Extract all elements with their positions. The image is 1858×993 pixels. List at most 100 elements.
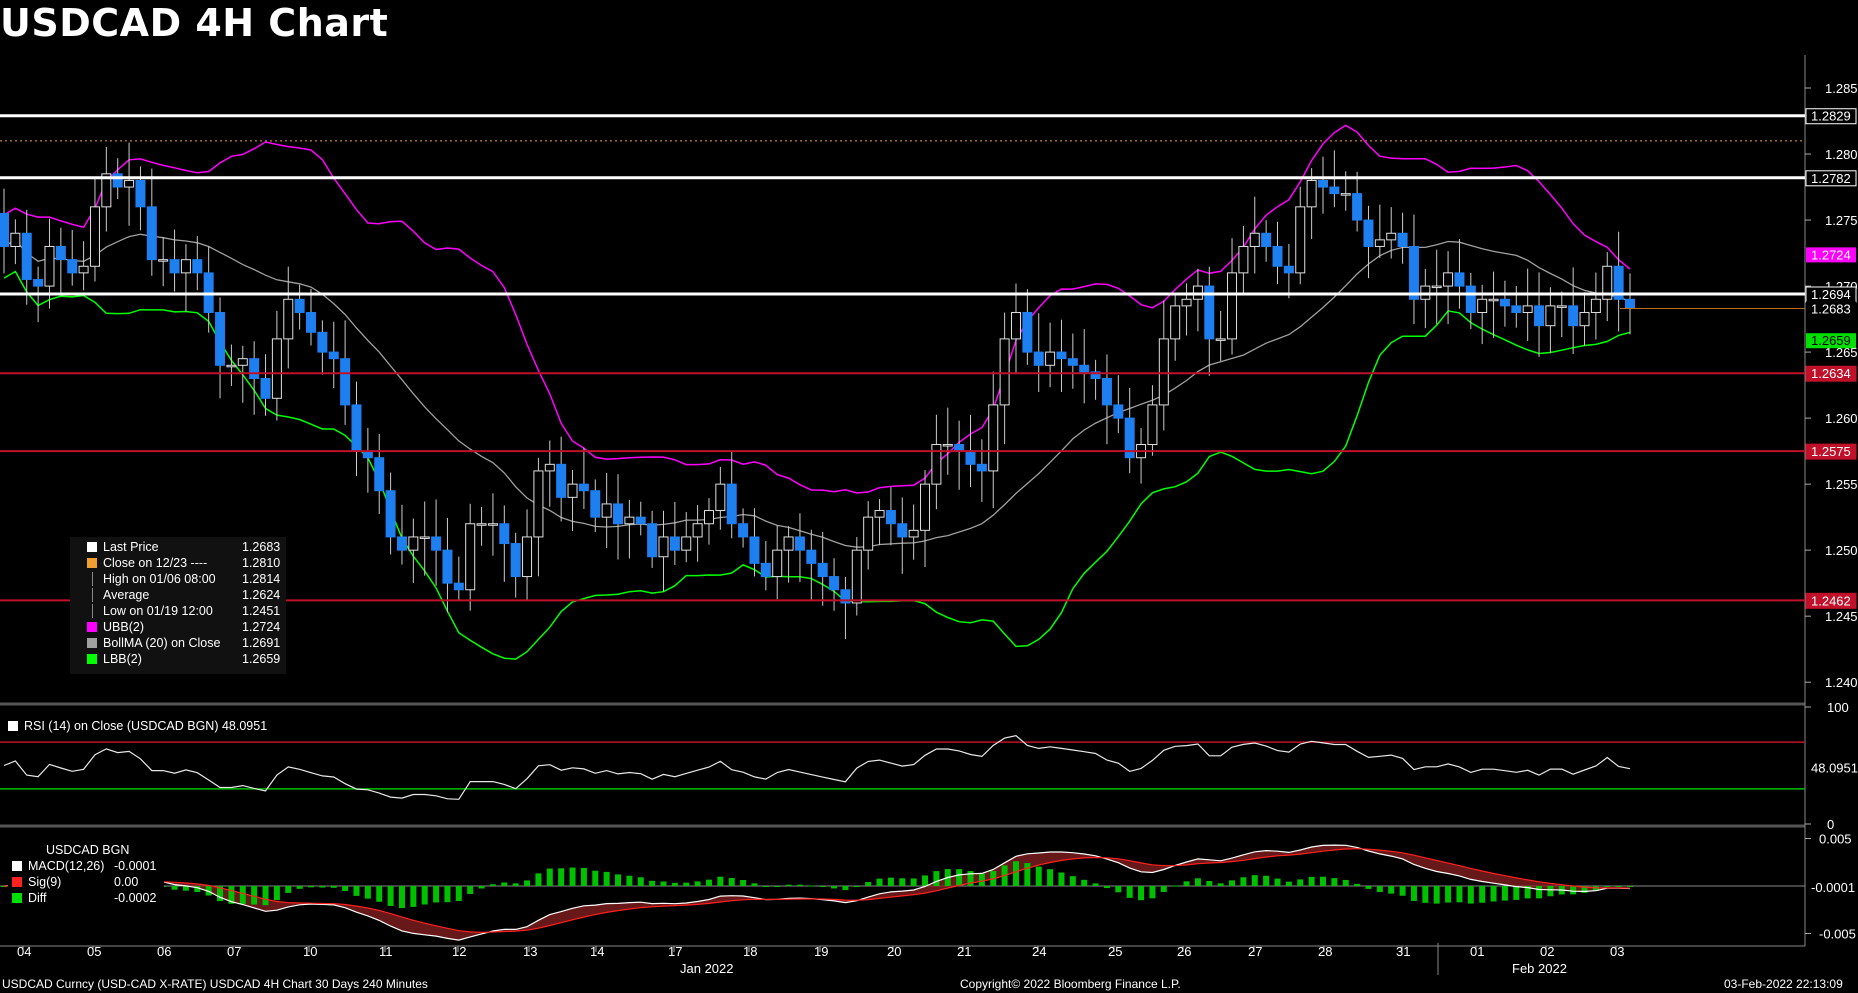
- macd-line: [3, 844, 1631, 941]
- candle-body: [1101, 378, 1112, 406]
- x-tick-label: 01: [1470, 944, 1484, 959]
- candle-body: [67, 259, 78, 274]
- macd-legend-item: Sig(9) 0.00: [8, 874, 164, 890]
- macd-histogram-bar: [1081, 879, 1088, 886]
- candle-body: [408, 536, 419, 551]
- candle-body: [738, 523, 749, 538]
- macd-histogram-bar: [524, 880, 531, 886]
- candle-body: [271, 338, 282, 399]
- candle-body: [249, 358, 260, 379]
- macd-histogram-bar: [887, 877, 894, 886]
- macd-histogram-bar: [705, 879, 712, 886]
- macd-histogram-bar: [455, 886, 462, 902]
- candle-body: [317, 331, 328, 353]
- candle-body: [1306, 179, 1317, 208]
- macd-histogram-bar: [1183, 881, 1190, 886]
- candle-body: [1170, 305, 1181, 340]
- macd-histogram-bar: [1172, 885, 1179, 887]
- candle-body: [374, 457, 385, 492]
- legend-value: 1.2810: [242, 556, 281, 570]
- macd-histogram-bar: [1354, 883, 1361, 886]
- macd-histogram-bar: [1615, 886, 1622, 887]
- macd-histogram-bar: [819, 886, 826, 887]
- macd-y-tick-label: 0.005: [1819, 832, 1852, 847]
- legend-label: Average: [103, 588, 150, 602]
- legend-item: LBB(2) 1.2659: [70, 651, 286, 667]
- legend-item: Close on 12/23 ---- 1.2810: [70, 555, 286, 571]
- macd-histogram-bar: [558, 868, 565, 886]
- candle-body: [1363, 219, 1374, 247]
- macd-histogram-bar: [1479, 886, 1486, 903]
- level-label: 1.2694: [1811, 287, 1851, 302]
- macd-histogram-bar: [262, 886, 269, 906]
- x-tick-label: 13: [523, 944, 537, 959]
- candle-body: [1625, 298, 1635, 310]
- macd-histogram-bar: [228, 886, 235, 904]
- y-tick-label: 1.2500: [1825, 543, 1858, 558]
- candle-body: [1579, 311, 1590, 327]
- candle-body: [510, 543, 521, 578]
- candle-body: [1033, 351, 1044, 366]
- candle-body: [385, 490, 396, 538]
- macd-histogram-bar: [1433, 886, 1440, 904]
- candle-body: [647, 523, 658, 558]
- macd-histogram-bar: [853, 886, 860, 887]
- candle-body: [146, 206, 157, 261]
- macd-histogram-bar: [1513, 886, 1520, 900]
- macd-histogram-bar: [1251, 875, 1258, 886]
- y-tick-label: 1.2450: [1825, 609, 1858, 624]
- macd-histogram-bar: [1263, 875, 1270, 886]
- candle-body: [396, 536, 407, 551]
- candle-body: [1022, 311, 1033, 353]
- upper-bollinger-band: [3, 124, 1631, 494]
- x-tick-label: 07: [227, 944, 241, 959]
- candle-body: [703, 510, 714, 525]
- candle-body: [476, 523, 487, 526]
- macd-histogram-bar: [1524, 886, 1531, 899]
- x-tick-label: 19: [814, 944, 828, 959]
- macd-histogram-bar: [1194, 878, 1201, 886]
- candle-body: [874, 510, 885, 518]
- macd-histogram-bar: [978, 873, 985, 886]
- candle-body: [1488, 298, 1499, 302]
- candle-body: [1477, 298, 1488, 313]
- level-label-box: [1805, 365, 1857, 382]
- candle-body: [1261, 232, 1272, 247]
- last-price-label: 1.2683: [1811, 302, 1851, 317]
- candle-body: [1227, 272, 1238, 340]
- macd-histogram-bar: [1467, 886, 1474, 904]
- macd-legend-item: Diff -0.0002: [8, 890, 164, 906]
- candle-body: [794, 536, 805, 551]
- macd-histogram-bar: [1024, 863, 1031, 886]
- macd-histogram-bar: [899, 878, 906, 886]
- candle-body: [1317, 179, 1328, 188]
- legend-label: LBB(2): [103, 652, 142, 666]
- legend-item: BollMA (20) on Close 1.2691: [70, 635, 286, 651]
- candle-body: [442, 549, 453, 584]
- macd-histogram-bar: [410, 886, 417, 907]
- candle-body: [1534, 305, 1545, 327]
- macd-histogram-bar: [842, 886, 849, 891]
- x-tick-label: 20: [887, 944, 901, 959]
- level-label: 1.2462: [1811, 593, 1851, 608]
- candle-body: [544, 463, 555, 472]
- candle-body: [851, 549, 862, 604]
- legend-label: High on 01/06 08:00: [103, 572, 216, 586]
- macd-legend-value: 0.00: [114, 875, 139, 889]
- macd-histogram-bar: [296, 886, 303, 889]
- candle-body: [55, 245, 66, 261]
- level-label-box: [1805, 170, 1857, 187]
- legend-swatch: [87, 542, 97, 552]
- bollinger-moving-average: [3, 233, 1631, 548]
- y-tick-label: 1.2850: [1825, 81, 1858, 96]
- macd-histogram-bar: [285, 886, 292, 893]
- macd-histogram-bar: [751, 883, 758, 886]
- x-tick-label: 17: [668, 944, 682, 959]
- macd-histogram-bar: [1342, 879, 1349, 886]
- macd-histogram-bar: [251, 886, 258, 905]
- macd-histogram-bar: [182, 886, 189, 891]
- level-label: 1.2634: [1811, 366, 1851, 381]
- x-tick-label: 14: [590, 944, 604, 959]
- x-tick-label: 02: [1540, 944, 1554, 959]
- macd-histogram-bar: [535, 873, 542, 886]
